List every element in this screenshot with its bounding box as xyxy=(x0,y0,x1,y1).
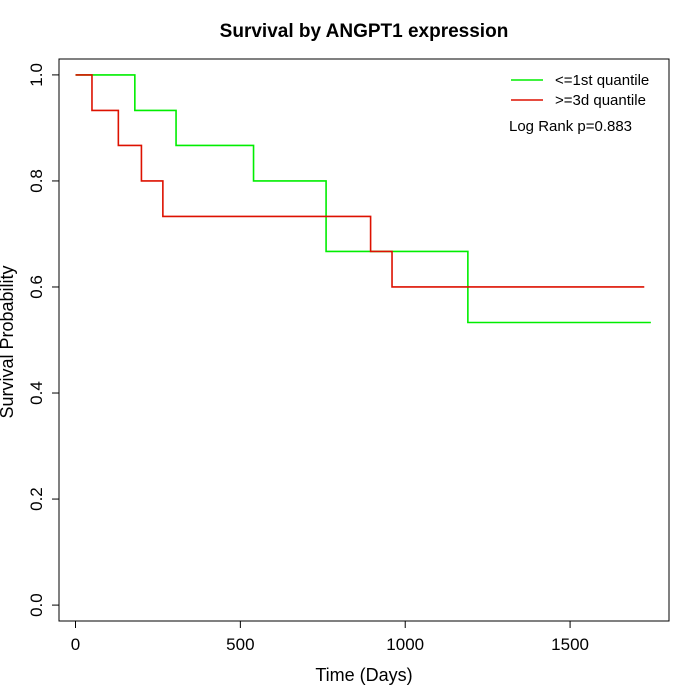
legend: <=1st quantile >=3d quantile xyxy=(511,72,649,109)
x-tick-label: 1500 xyxy=(551,635,589,654)
legend-label: >=3d quantile xyxy=(555,92,646,109)
x-tick-label: 500 xyxy=(226,635,254,654)
y-tick-label: 0.8 xyxy=(27,169,46,193)
series-layer xyxy=(75,74,651,324)
y-tick-label: 0.0 xyxy=(27,593,46,617)
chart-title: Survival by ANGPT1 expression xyxy=(220,21,509,42)
y-tick-label: 0.2 xyxy=(27,487,46,511)
y-axis-label: Survival Probability xyxy=(0,265,17,418)
y-tick-label: 0.4 xyxy=(27,381,46,405)
x-tick-label: 0 xyxy=(71,635,80,654)
legend-label: <=1st quantile xyxy=(555,72,649,89)
x-axis: 0 500 1000 1500 xyxy=(71,620,589,654)
plot-area-frame xyxy=(58,58,670,622)
series-line-0 xyxy=(75,74,651,324)
y-tick-label: 1.0 xyxy=(27,63,46,87)
log-rank-annotation: Log Rank p=0.883 xyxy=(509,118,632,135)
y-axis: 0.0 0.2 0.4 0.6 0.8 1.0 xyxy=(27,63,60,617)
x-tick-label: 1000 xyxy=(386,635,424,654)
y-tick-label: 0.6 xyxy=(27,275,46,299)
x-axis-label: Time (Days) xyxy=(315,665,412,685)
series-line-1 xyxy=(75,74,645,288)
